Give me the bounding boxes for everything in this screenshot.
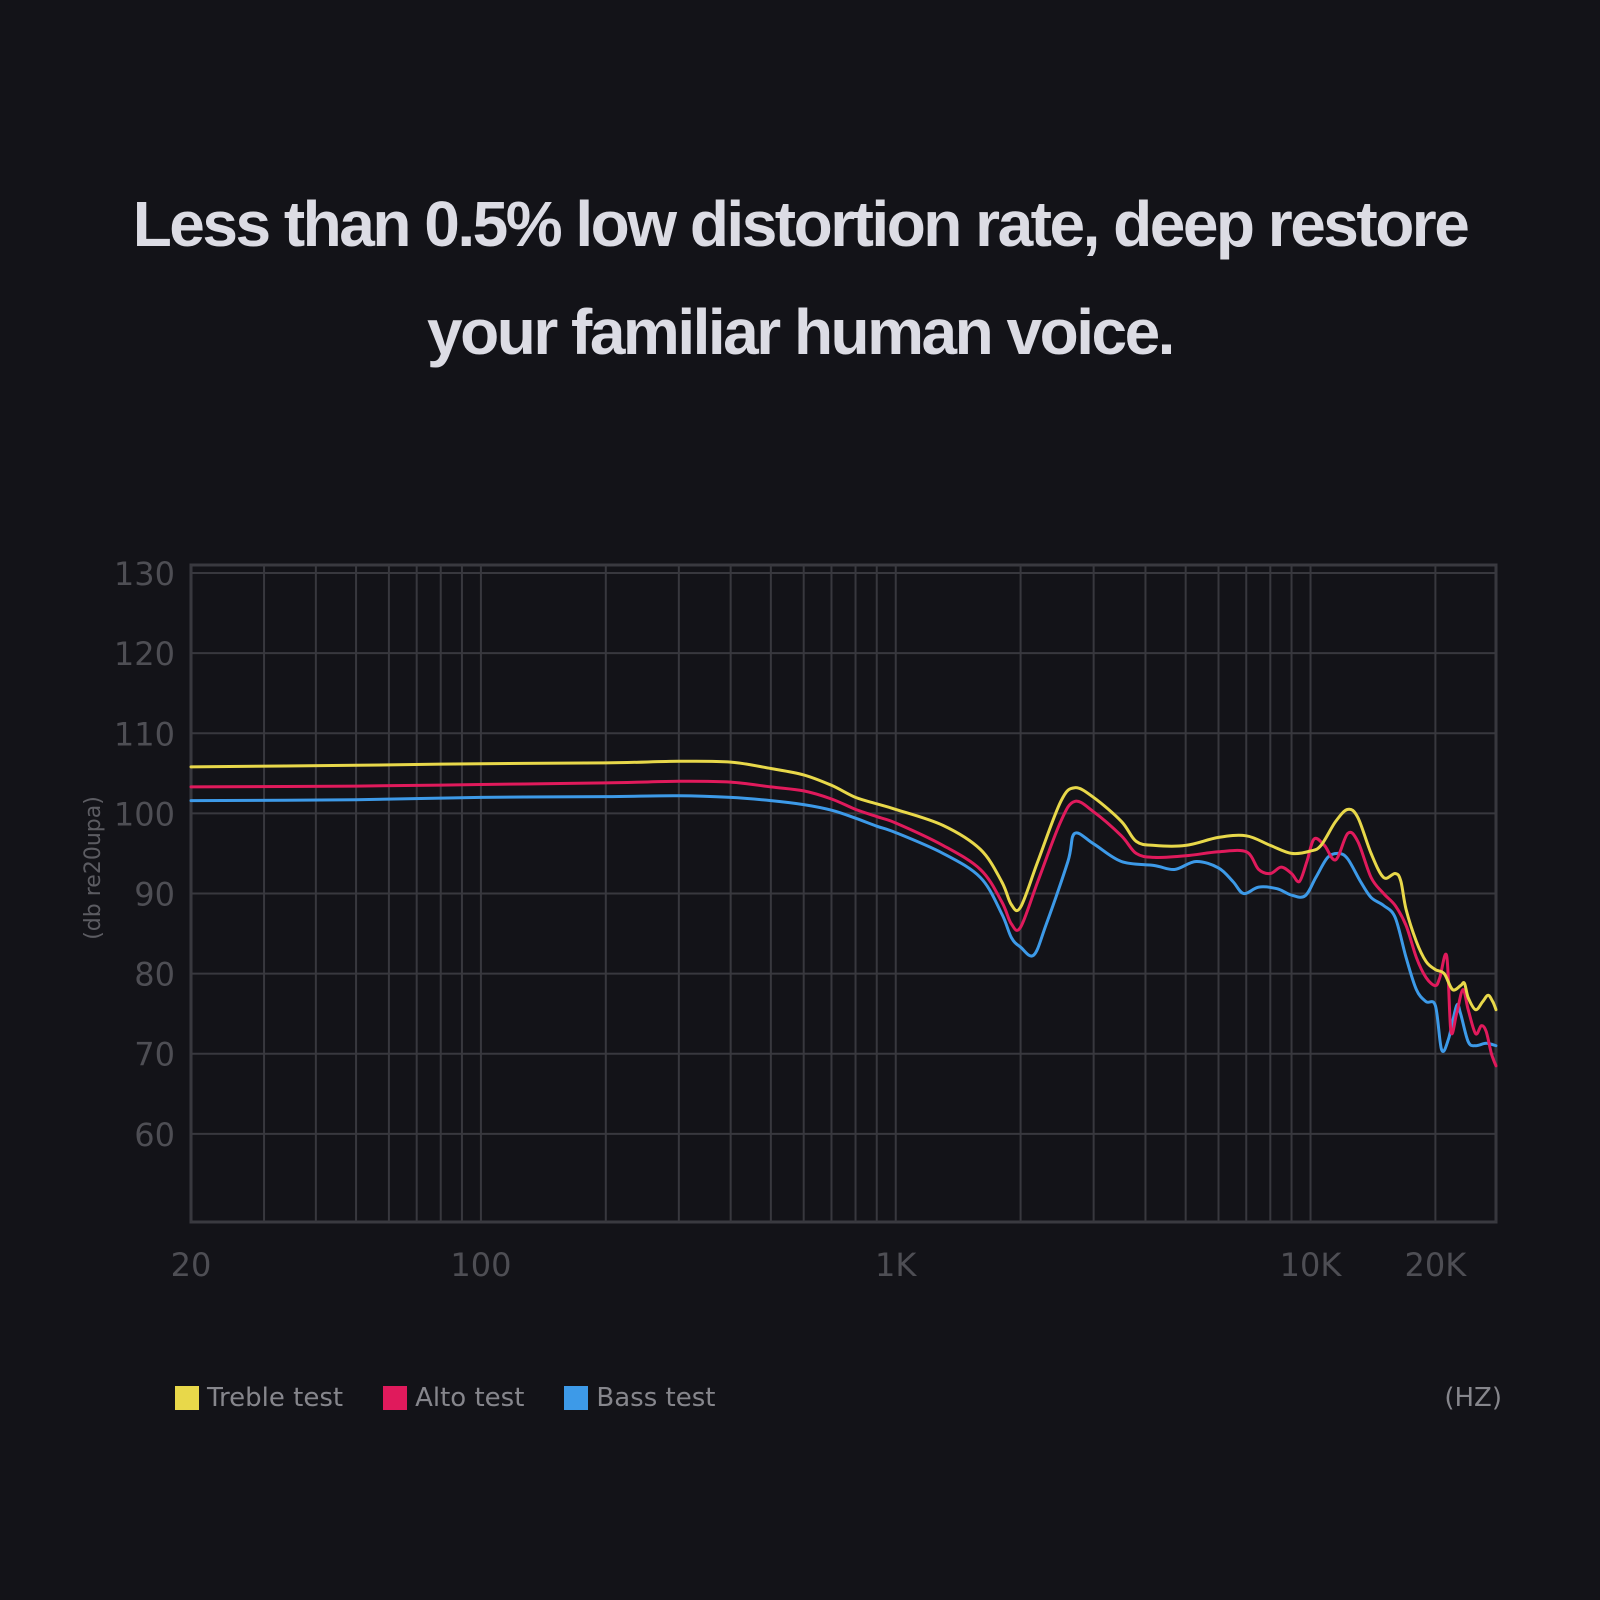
x-axis-tick-labels: 20 100 1K 10K 20K bbox=[171, 1246, 1468, 1284]
headline: Less than 0.5% low distortion rate, deep… bbox=[100, 170, 1500, 386]
series-line-bass-test bbox=[189, 794, 1498, 1053]
x-tick-label: 10K bbox=[1280, 1246, 1343, 1284]
legend-item-alto: Alto test bbox=[383, 1383, 524, 1413]
y-axis-label: (db re20upa) bbox=[81, 796, 106, 940]
y-tick-label: 70 bbox=[134, 1036, 175, 1074]
y-tick-label: 80 bbox=[134, 956, 175, 994]
series-line-treble-test bbox=[189, 759, 1498, 1012]
legend-label-treble: Treble test bbox=[207, 1383, 344, 1413]
x-tick-label: 100 bbox=[450, 1246, 511, 1284]
y-tick-label: 120 bbox=[114, 635, 175, 673]
x-axis-unit-label: (HZ) bbox=[1444, 1383, 1502, 1413]
y-tick-label: 60 bbox=[134, 1116, 175, 1154]
legend-swatch-alto bbox=[383, 1386, 408, 1410]
y-tick-label: 100 bbox=[114, 795, 175, 833]
y-tick-label: 90 bbox=[134, 876, 175, 914]
legend-item-treble: Treble test bbox=[175, 1383, 343, 1413]
headline-line-2: your familiar human voice. bbox=[427, 296, 1175, 368]
chart-series bbox=[189, 759, 1498, 1068]
x-tick-label: 1K bbox=[875, 1246, 917, 1284]
chart-grid bbox=[189, 563, 1498, 1224]
legend-swatch-bass bbox=[564, 1386, 589, 1410]
legend-item-bass: Bass test bbox=[564, 1383, 715, 1413]
legend-swatch-treble bbox=[175, 1386, 199, 1410]
y-tick-label: 110 bbox=[114, 715, 175, 753]
legend-label-bass: Bass test bbox=[596, 1383, 716, 1413]
y-tick-label: 130 bbox=[114, 555, 175, 593]
series-line-alto-test bbox=[189, 779, 1498, 1068]
chart-legend: Treble test Alto test Bass test bbox=[175, 1378, 755, 1418]
headline-line-1: Less than 0.5% low distortion rate, deep… bbox=[132, 188, 1470, 260]
legend-label-alto: Alto test bbox=[415, 1383, 525, 1413]
x-tick-label: 20 bbox=[171, 1246, 212, 1284]
y-axis-tick-labels: 60 70 80 90 100 110 120 130 bbox=[114, 555, 175, 1154]
x-tick-label: 20K bbox=[1405, 1246, 1468, 1284]
